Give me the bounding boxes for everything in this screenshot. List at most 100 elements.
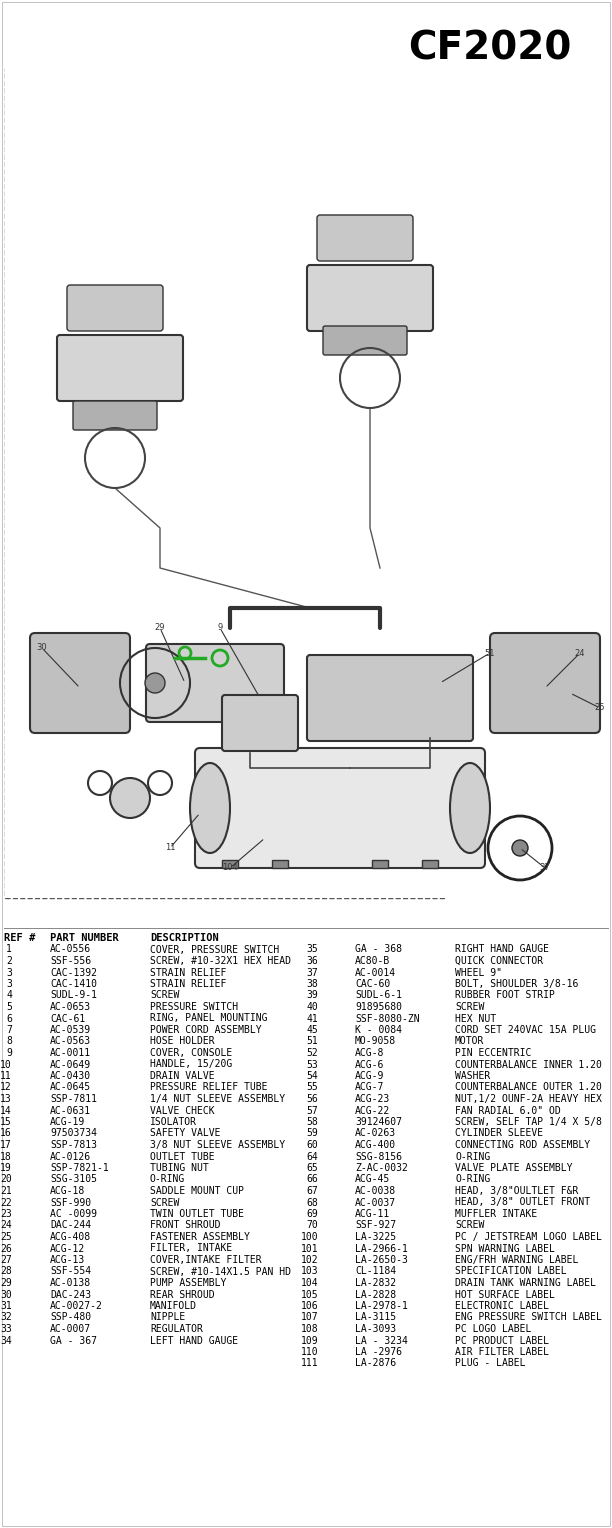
Text: 17: 17 (0, 1140, 12, 1151)
Text: 105: 105 (300, 1290, 318, 1299)
Text: LA-3093: LA-3093 (355, 1323, 396, 1334)
Text: 4: 4 (6, 990, 12, 1001)
Text: 111: 111 (300, 1358, 318, 1369)
Text: FRONT SHROUD: FRONT SHROUD (150, 1221, 220, 1230)
Text: ACG-9: ACG-9 (355, 1071, 384, 1080)
Text: MUFFLER INTAKE: MUFFLER INTAKE (455, 1209, 537, 1219)
Text: 6: 6 (6, 1013, 12, 1024)
Text: 36: 36 (306, 957, 318, 966)
Text: CAC-1392: CAC-1392 (50, 967, 97, 978)
Text: 1/4 NUT SLEEVE ASSEMBLY: 1/4 NUT SLEEVE ASSEMBLY (150, 1094, 285, 1105)
Text: 66: 66 (306, 1175, 318, 1184)
Circle shape (145, 672, 165, 694)
Text: AC-0014: AC-0014 (355, 967, 396, 978)
Text: LA -2976: LA -2976 (355, 1348, 402, 1357)
Text: DRAIN VALVE: DRAIN VALVE (150, 1071, 215, 1080)
Text: HOT SURFACE LABEL: HOT SURFACE LABEL (455, 1290, 555, 1299)
Text: CAC-1410: CAC-1410 (50, 979, 97, 989)
Bar (372, 860, 388, 868)
Text: 5: 5 (6, 1002, 12, 1012)
Text: K - 0084: K - 0084 (355, 1025, 402, 1034)
Text: MANIFOLD: MANIFOLD (150, 1300, 197, 1311)
Text: 110: 110 (300, 1348, 318, 1357)
Text: STRAIN RELIEF: STRAIN RELIEF (150, 979, 226, 989)
Text: 14: 14 (0, 1105, 12, 1115)
Text: SAFETY VALVE: SAFETY VALVE (150, 1129, 220, 1138)
Text: OUTLET TUBE: OUTLET TUBE (150, 1152, 215, 1161)
Text: 24: 24 (575, 648, 585, 657)
Text: SSG-8156: SSG-8156 (355, 1152, 402, 1161)
Text: 39124607: 39124607 (355, 1117, 402, 1128)
Text: COUNTERBALANCE OUTER 1.20: COUNTERBALANCE OUTER 1.20 (455, 1082, 602, 1093)
Text: LA-2876: LA-2876 (355, 1358, 396, 1369)
Text: 108: 108 (300, 1323, 318, 1334)
Text: CORD SET 240VAC 15A PLUG: CORD SET 240VAC 15A PLUG (455, 1025, 596, 1034)
Text: 52: 52 (306, 1048, 318, 1057)
Text: CL-1184: CL-1184 (355, 1267, 396, 1276)
Text: 11: 11 (0, 1071, 12, 1080)
Text: 59: 59 (306, 1129, 318, 1138)
Text: FAN RADIAL 6.0" OD: FAN RADIAL 6.0" OD (455, 1105, 561, 1115)
Text: SSF-8080-ZN: SSF-8080-ZN (355, 1013, 420, 1024)
Text: 70: 70 (306, 1221, 318, 1230)
Text: 30: 30 (37, 643, 47, 652)
Text: LA-2978-1: LA-2978-1 (355, 1300, 408, 1311)
Text: SCREW, #10-14X1.5 PAN HD: SCREW, #10-14X1.5 PAN HD (150, 1267, 291, 1276)
Text: SSG-3105: SSG-3105 (50, 1175, 97, 1184)
Text: DESCRIPTION: DESCRIPTION (150, 934, 218, 943)
Text: AC-0631: AC-0631 (50, 1105, 91, 1115)
Text: 33: 33 (0, 1323, 12, 1334)
Text: 16: 16 (0, 1129, 12, 1138)
Text: ACG-408: ACG-408 (50, 1232, 91, 1242)
Text: ACG-400: ACG-400 (355, 1140, 396, 1151)
Text: 68: 68 (306, 1198, 318, 1207)
Text: 2: 2 (6, 957, 12, 966)
Text: AC-0038: AC-0038 (355, 1186, 396, 1196)
Text: QUICK CONNECTOR: QUICK CONNECTOR (455, 957, 543, 966)
Text: STRAIN RELIEF: STRAIN RELIEF (150, 967, 226, 978)
Text: 21: 21 (0, 1186, 12, 1196)
Text: SCREW: SCREW (455, 1002, 484, 1012)
FancyBboxPatch shape (195, 749, 485, 868)
Text: 67: 67 (306, 1186, 318, 1196)
Text: SUDL-6-1: SUDL-6-1 (355, 990, 402, 1001)
Text: PRESSURE RELIEF TUBE: PRESSURE RELIEF TUBE (150, 1082, 267, 1093)
Text: COUNTERBALANCE INNER 1.20: COUNTERBALANCE INNER 1.20 (455, 1059, 602, 1070)
Text: 104: 104 (222, 863, 238, 872)
Text: SSP-7813: SSP-7813 (50, 1140, 97, 1151)
Text: CAC-61: CAC-61 (50, 1013, 85, 1024)
Text: 41: 41 (306, 1013, 318, 1024)
Text: AC-0126: AC-0126 (50, 1152, 91, 1161)
Text: ACG-22: ACG-22 (355, 1105, 390, 1115)
Text: ACG-18: ACG-18 (50, 1186, 85, 1196)
Text: SSF-927: SSF-927 (355, 1221, 396, 1230)
Text: 104: 104 (300, 1277, 318, 1288)
Text: SSF-556: SSF-556 (50, 957, 91, 966)
Text: COVER, PRESSURE SWITCH: COVER, PRESSURE SWITCH (150, 944, 279, 955)
Text: 29: 29 (155, 623, 165, 633)
Text: AC-0263: AC-0263 (355, 1129, 396, 1138)
Text: MOTOR: MOTOR (455, 1036, 484, 1047)
Text: SSF-554: SSF-554 (50, 1267, 91, 1276)
Bar (422, 860, 438, 868)
Text: 31: 31 (0, 1300, 12, 1311)
Text: 60: 60 (306, 1140, 318, 1151)
Text: 56: 56 (306, 1094, 318, 1105)
Text: PC PRODUCT LABEL: PC PRODUCT LABEL (455, 1335, 549, 1346)
Text: 22: 22 (0, 1198, 12, 1207)
Text: SSP-7811: SSP-7811 (50, 1094, 97, 1105)
Text: 27: 27 (0, 1254, 12, 1265)
Text: PART NUMBER: PART NUMBER (50, 934, 119, 943)
Text: 1: 1 (6, 944, 12, 955)
Text: O-RING: O-RING (455, 1152, 490, 1161)
Text: 25: 25 (595, 703, 605, 712)
Text: AIR FILTER LABEL: AIR FILTER LABEL (455, 1348, 549, 1357)
Text: 38: 38 (306, 979, 318, 989)
Text: AC-0007: AC-0007 (50, 1323, 91, 1334)
Text: 64: 64 (306, 1152, 318, 1161)
Text: HEX NUT: HEX NUT (455, 1013, 496, 1024)
Text: 11: 11 (165, 843, 175, 853)
Text: HOSE HOLDER: HOSE HOLDER (150, 1036, 215, 1047)
Bar (272, 860, 288, 868)
Text: SSF-990: SSF-990 (50, 1198, 91, 1207)
